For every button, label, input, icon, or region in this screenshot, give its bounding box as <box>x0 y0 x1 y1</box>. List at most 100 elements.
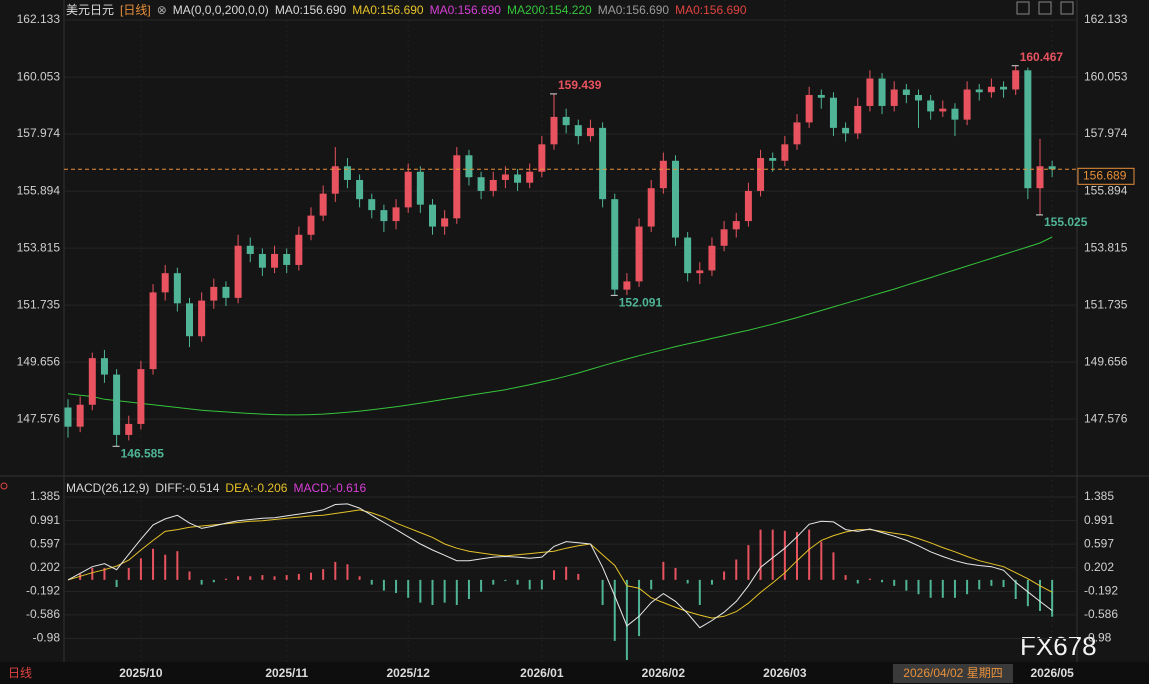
y-tick-label: 0.991 <box>1084 513 1114 527</box>
macd-bar <box>990 579 993 586</box>
x-tick-label: 2026/02 <box>642 666 686 680</box>
candle-body <box>1036 166 1044 189</box>
candle-body <box>234 245 242 298</box>
candle-body <box>757 158 765 191</box>
candle-body <box>125 423 133 435</box>
candle-body <box>173 273 181 304</box>
y-tick-label: 162.133 <box>17 12 61 26</box>
candle-body <box>429 204 436 227</box>
macd-bar <box>91 567 94 580</box>
candle-body <box>1012 70 1020 90</box>
candle-body <box>611 199 619 290</box>
y-tick-label: 151.735 <box>17 297 61 311</box>
legend-item: MA0:156.690 <box>597 3 670 17</box>
y-tick-label: 153.815 <box>1084 240 1128 254</box>
candle-body <box>684 237 692 274</box>
icon[interactable] <box>1060 1 1074 15</box>
candle-body <box>356 179 364 200</box>
macd-bar <box>686 579 689 584</box>
macd-bar <box>455 579 458 605</box>
y-tick-label: 0.597 <box>30 536 60 550</box>
macd-bar <box>783 530 786 580</box>
x-tick-label: 2025/12 <box>387 666 431 680</box>
y-tick-label: 147.576 <box>17 411 61 425</box>
candle-body <box>915 94 922 101</box>
candle-body <box>222 286 230 298</box>
candle-body <box>368 199 376 211</box>
icon[interactable] <box>1038 1 1052 15</box>
macd-bar <box>103 567 106 580</box>
candle-body <box>781 144 789 161</box>
macd-bar <box>79 573 82 580</box>
candle-body <box>100 358 108 375</box>
macd-bar <box>856 579 859 584</box>
macd-bar <box>115 579 118 588</box>
macd-bar <box>577 573 580 580</box>
y-tick-label: 155.894 <box>17 183 61 197</box>
y-tick-label: 157.974 <box>1084 126 1128 140</box>
candle-body <box>283 253 291 265</box>
macd-bar <box>820 541 823 580</box>
candle-body <box>453 155 461 219</box>
y-tick-label: 160.053 <box>17 69 61 83</box>
macd-bar <box>310 572 312 580</box>
macd-bar <box>127 567 130 580</box>
macd-bar <box>723 571 726 580</box>
y-tick-label: 162.133 <box>1084 12 1128 26</box>
extreme-label: 152.091 <box>619 296 663 310</box>
candle-body <box>538 144 546 172</box>
macd-bar <box>832 552 835 580</box>
candle-body <box>866 78 874 106</box>
candle-body <box>599 127 607 200</box>
y-tick-label: 151.735 <box>1084 297 1128 311</box>
macd-bar <box>431 579 434 605</box>
candle-body <box>392 207 400 222</box>
candle-body <box>939 108 947 112</box>
x-tick-label: 2025/11 <box>265 666 308 680</box>
x-tick-label: 2026/01 <box>520 666 564 680</box>
macd-bar <box>771 529 774 580</box>
y-tick-label: 1.385 <box>30 489 60 503</box>
macd-bar <box>249 576 252 580</box>
macd-bar <box>285 575 288 580</box>
toolbar-icons[interactable] <box>1016 1 1074 15</box>
macd-bar <box>759 529 762 580</box>
macd-bar <box>395 579 398 594</box>
candle-body <box>696 270 704 274</box>
candle-body <box>1024 70 1032 189</box>
candle-body <box>550 116 558 145</box>
candle-body <box>477 177 485 191</box>
x-tick-label: 2026/05 <box>1030 666 1074 680</box>
extreme-label: 159.439 <box>558 78 602 92</box>
macd-bar <box>978 579 981 590</box>
macd-bar <box>808 529 811 580</box>
macd-bar <box>139 558 142 580</box>
macd-bar <box>893 579 896 586</box>
dea-line <box>67 509 1053 619</box>
macd-bar <box>966 579 969 595</box>
settings-icon[interactable]: ⊗ <box>156 3 167 17</box>
x-tick-label: 2026/03 <box>763 666 807 680</box>
candle-body <box>829 97 837 128</box>
icon[interactable] <box>1016 1 1030 15</box>
macd-bar <box>601 579 604 605</box>
macd-bar <box>261 575 264 580</box>
macd-bar <box>297 573 300 580</box>
candle-body <box>732 221 740 230</box>
legend-item: MACD:-0.616 <box>293 481 367 495</box>
y-tick-label: -0.192 <box>1084 584 1118 598</box>
macd-bar <box>164 554 167 580</box>
y-tick-label: -0.586 <box>26 607 60 621</box>
macd-bar <box>358 576 361 580</box>
candle-body <box>963 89 971 120</box>
macd-bar <box>346 564 349 580</box>
legend-item: MACD(26,12,9) <box>66 481 150 495</box>
macd-bar <box>188 571 191 580</box>
x-tick-label: 2025/10 <box>119 666 163 680</box>
macd-bar <box>273 576 276 580</box>
candle-body <box>331 166 339 194</box>
cursor-date: 2026/04/02 星期四 <box>903 666 1002 680</box>
macd-bar <box>504 579 507 582</box>
y-tick-label: 147.576 <box>1084 411 1128 425</box>
